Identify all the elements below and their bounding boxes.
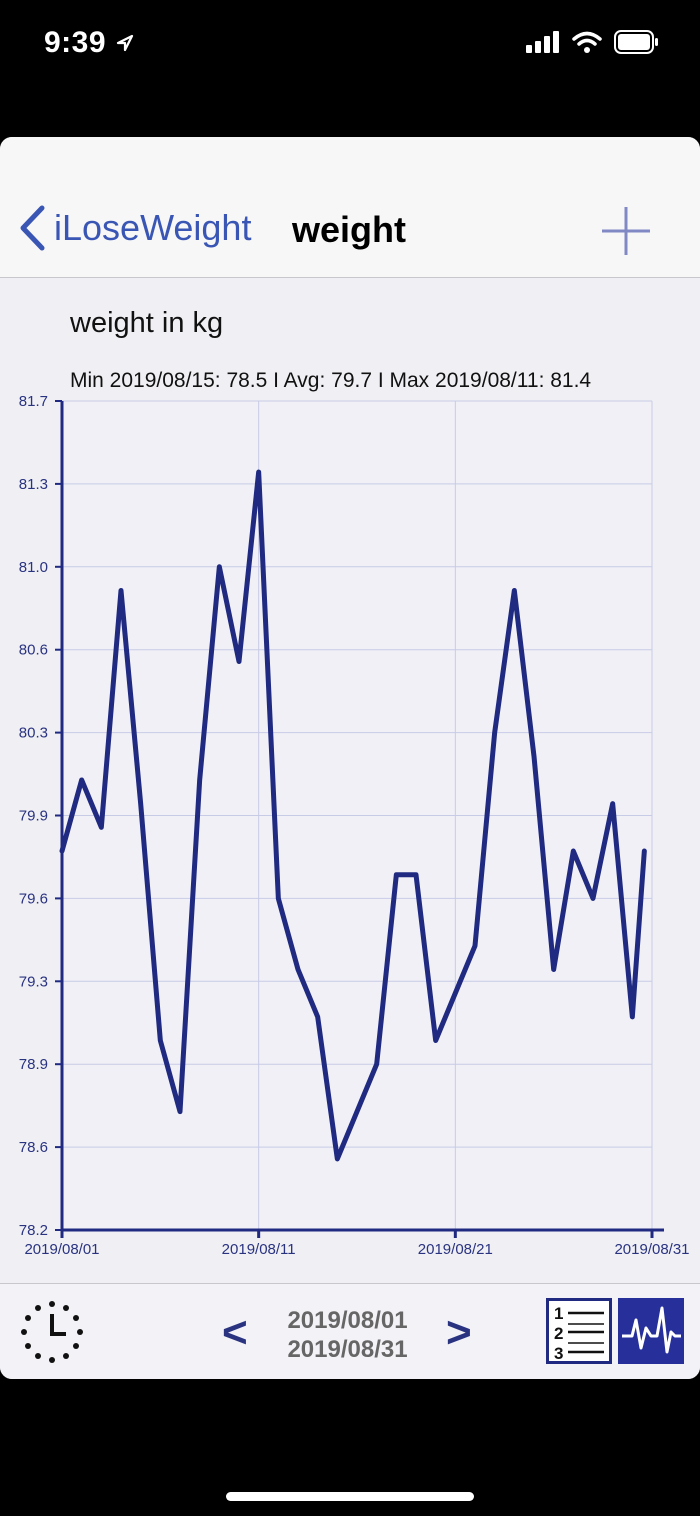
data-point (591, 896, 595, 900)
date-range: 2019/08/01 2019/08/31 (270, 1306, 425, 1364)
chevron-left-icon (20, 205, 45, 251)
data-point (512, 588, 516, 592)
cellular-signal-icon (526, 31, 559, 53)
graph-view-icon[interactable] (618, 1298, 684, 1364)
data-point (532, 754, 536, 758)
back-label: iLoseWeight (54, 207, 252, 248)
data-point (237, 660, 241, 664)
data-point (414, 873, 418, 877)
data-point (316, 1015, 320, 1019)
wifi-icon (572, 31, 602, 53)
data-point (571, 849, 575, 853)
navigation-bar: iLoseWeight weight (0, 137, 700, 278)
data-point (434, 1039, 438, 1043)
app-window: iLoseWeight weight weight in kg Min 2019… (0, 137, 700, 1379)
range-end: 2019/08/31 (287, 1336, 408, 1363)
home-indicator (226, 1492, 474, 1501)
y-tick-label: 81.3 (19, 476, 48, 493)
add-icon[interactable] (600, 205, 652, 257)
data-point (99, 825, 103, 829)
chart-title: weight in kg (70, 307, 224, 339)
y-tick-label: 81.7 (19, 393, 48, 410)
data-point (119, 588, 123, 592)
data-point (375, 1062, 379, 1066)
data-point (335, 1157, 339, 1161)
x-tick-label: 2019/08/01 (24, 1241, 99, 1258)
data-point (355, 1110, 359, 1114)
data-point (552, 967, 556, 971)
history-clock-icon[interactable] (18, 1298, 86, 1366)
y-tick-label: 78.6 (19, 1139, 48, 1156)
data-point (60, 849, 64, 853)
svg-text:3: 3 (554, 1344, 563, 1363)
svg-text:2: 2 (554, 1324, 563, 1343)
data-point (217, 565, 221, 569)
data-point (611, 802, 615, 806)
data-point (296, 967, 300, 971)
weight-chart: 81.7 81.3 81.0 80.6 80.3 79.9 79.6 79.3 78.9 78.6… (19, 393, 690, 1258)
data-point (198, 778, 202, 782)
status-time: 9:39 (44, 26, 107, 59)
y-tick-label: 80.6 (19, 642, 48, 659)
data-point (276, 896, 280, 900)
range-start: 2019/08/01 (287, 1307, 408, 1334)
data-point (139, 802, 143, 806)
data-point (158, 1039, 162, 1043)
location-arrow-icon (116, 34, 134, 52)
data-point (257, 470, 261, 474)
y-tick-label: 78.2 (19, 1222, 48, 1239)
data-point (493, 731, 497, 735)
data-point (178, 1110, 182, 1114)
status-bar: 9:39 (0, 0, 700, 90)
x-tick-label: 2019/08/11 (222, 1241, 296, 1258)
data-point (80, 778, 84, 782)
x-tick-label: 2019/08/21 (418, 1241, 493, 1258)
y-tick-label: 79.9 (19, 808, 48, 825)
next-range-button[interactable]: > (446, 1308, 472, 1357)
x-tick-label: 2019/08/31 (614, 1241, 689, 1258)
battery-icon (614, 30, 658, 54)
data-point (630, 1015, 634, 1019)
data-point (642, 849, 646, 853)
page-title: weight (292, 209, 406, 250)
y-tick-label: 79.6 (19, 890, 48, 907)
numbered-list-icon[interactable]: 1 2 3 (546, 1298, 612, 1364)
data-point (394, 873, 398, 877)
y-tick-label: 81.0 (19, 559, 48, 576)
data-point (473, 944, 477, 948)
y-tick-label: 78.9 (19, 1056, 48, 1073)
y-tick-label: 79.3 (19, 973, 48, 990)
bottom-toolbar: < 2019/08/01 2019/08/31 > 1 2 3 (0, 1283, 700, 1379)
svg-text:1: 1 (554, 1304, 563, 1323)
data-point (453, 991, 457, 995)
chart-stats: Min 2019/08/15: 78.5 I Avg: 79.7 I Max 2… (70, 369, 592, 392)
status-icons (526, 30, 660, 54)
y-tick-label: 80.3 (19, 725, 48, 742)
previous-range-button[interactable]: < (222, 1308, 248, 1357)
back-button[interactable]: iLoseWeight (18, 205, 251, 251)
